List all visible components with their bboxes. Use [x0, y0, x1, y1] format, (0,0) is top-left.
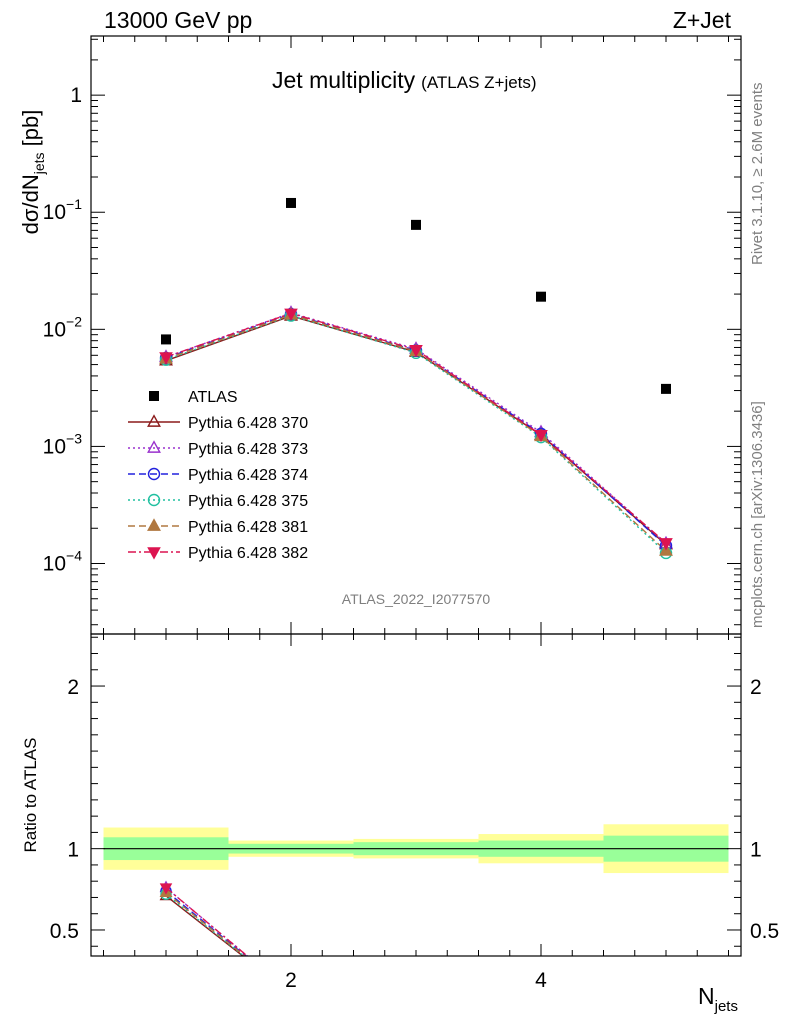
- x-axis-label-sub: jets: [714, 998, 738, 1015]
- analysis-tag: ATLAS_2022_I2077570: [342, 591, 491, 607]
- series-point-0-5: [661, 383, 671, 394]
- ratio-line-4: [165, 893, 245, 956]
- legend: ATLAS Pythia 6.428 370 Pythia 6.428 373 Pyt…: [128, 389, 308, 562]
- ratio-bands: [103, 824, 729, 874]
- series-point-6-5: [659, 538, 673, 551]
- series-point-6-2: [284, 308, 298, 321]
- ratio-line-3: [165, 890, 247, 956]
- main-y-tick-label: 10−2: [43, 313, 83, 341]
- header-left: 13000 GeV pp: [104, 7, 252, 33]
- legend-marker-0: [149, 391, 159, 401]
- series-point-0-2: [286, 197, 296, 208]
- series-point-6-3: [409, 344, 423, 358]
- y-tick-base: 10: [43, 553, 66, 576]
- ratio-y-label: Ratio to ATLAS: [21, 738, 40, 853]
- series-line-5: [165, 314, 667, 552]
- legend-label-0: ATLAS: [188, 389, 238, 406]
- legend-label-2: Pythia 6.428 373: [188, 441, 308, 458]
- ratio-y-tick-label-right: 1: [750, 839, 762, 862]
- legend-marker-5: [147, 518, 161, 531]
- series-point-0-1: [161, 334, 171, 345]
- main-y-label-unit: [pb]: [18, 110, 43, 153]
- series-point-0-4: [536, 291, 546, 302]
- series-line-4: [165, 314, 667, 554]
- main-y-tick-label: 10−1: [43, 196, 83, 224]
- plot-title-main: Jet multiplicity: [272, 67, 416, 93]
- main-y-tick-label: 10−3: [43, 430, 83, 458]
- ratio-point-6-1: [159, 883, 173, 895]
- y-tick-exponent: −2: [66, 313, 82, 329]
- legend-marker-2: [147, 440, 161, 453]
- ratio-frame: [90, 633, 742, 957]
- legend-label-6: Pythia 6.428 382: [188, 545, 308, 562]
- legend-marker-4: [147, 493, 161, 507]
- legend-label-1: Pythia 6.428 370: [188, 415, 308, 432]
- series-point-6-1: [159, 352, 173, 365]
- main-y-label: dσ/dNjets [pb]: [18, 110, 47, 235]
- series-point-0-3: [411, 219, 421, 230]
- ratio-series: [159, 880, 249, 956]
- y-tick-base: 10: [43, 201, 66, 224]
- ratio-y-tick-label-right: 2: [750, 676, 762, 699]
- main-y-tick-label: 10−4: [43, 548, 83, 576]
- y-tick-exponent: −1: [66, 196, 82, 212]
- main-y-label-text: dσ/dN: [18, 174, 43, 234]
- main-y-tick-label: 1: [70, 84, 82, 107]
- y-tick-base: 10: [43, 318, 66, 341]
- main-series: [159, 197, 673, 560]
- series-point-6-4: [534, 429, 548, 443]
- y-tick-exponent: −3: [66, 430, 82, 446]
- x-axis-label: Njets: [698, 983, 738, 1015]
- ratio-line-1: [165, 895, 244, 956]
- y-tick-exponent: −4: [66, 548, 82, 564]
- legend-label-4: Pythia 6.428 375: [188, 493, 308, 510]
- ratio-line-5: [165, 892, 246, 956]
- legend-marker-1: [147, 414, 161, 427]
- ratio-y-tick-label: 0.5: [50, 920, 79, 943]
- ratio-y-tick-label-right: 0.5: [750, 920, 779, 943]
- x-axis-label-text: N: [698, 983, 715, 1009]
- plot-title-sub: (ATLAS Z+jets): [421, 73, 536, 92]
- ratio-y-tick-label: 1: [67, 839, 79, 862]
- legend-label-3: Pythia 6.428 374: [188, 467, 308, 484]
- legend-label-5: Pythia 6.428 381: [188, 519, 308, 536]
- main-y-label-sub: jets: [31, 152, 47, 175]
- y-tick-base: 10: [43, 435, 66, 458]
- ratio-line-2: [165, 887, 249, 956]
- mcplots-label: mcplots.cern.ch [arXiv:1306.3436]: [749, 401, 766, 628]
- ratio-y-tick-label: 2: [67, 676, 79, 699]
- legend-marker-6: [147, 547, 161, 560]
- header-right: Z+Jet: [673, 7, 732, 33]
- plot-title: Jet multiplicity (ATLAS Z+jets): [272, 67, 537, 93]
- ratio-line-6: [165, 887, 249, 956]
- x-tick-label: 4: [535, 969, 547, 992]
- legend-marker-3: [147, 467, 161, 481]
- rivet-label: Rivet 3.1.10, ≥ 2.6M events: [749, 83, 766, 266]
- x-tick-label: 2: [285, 969, 297, 992]
